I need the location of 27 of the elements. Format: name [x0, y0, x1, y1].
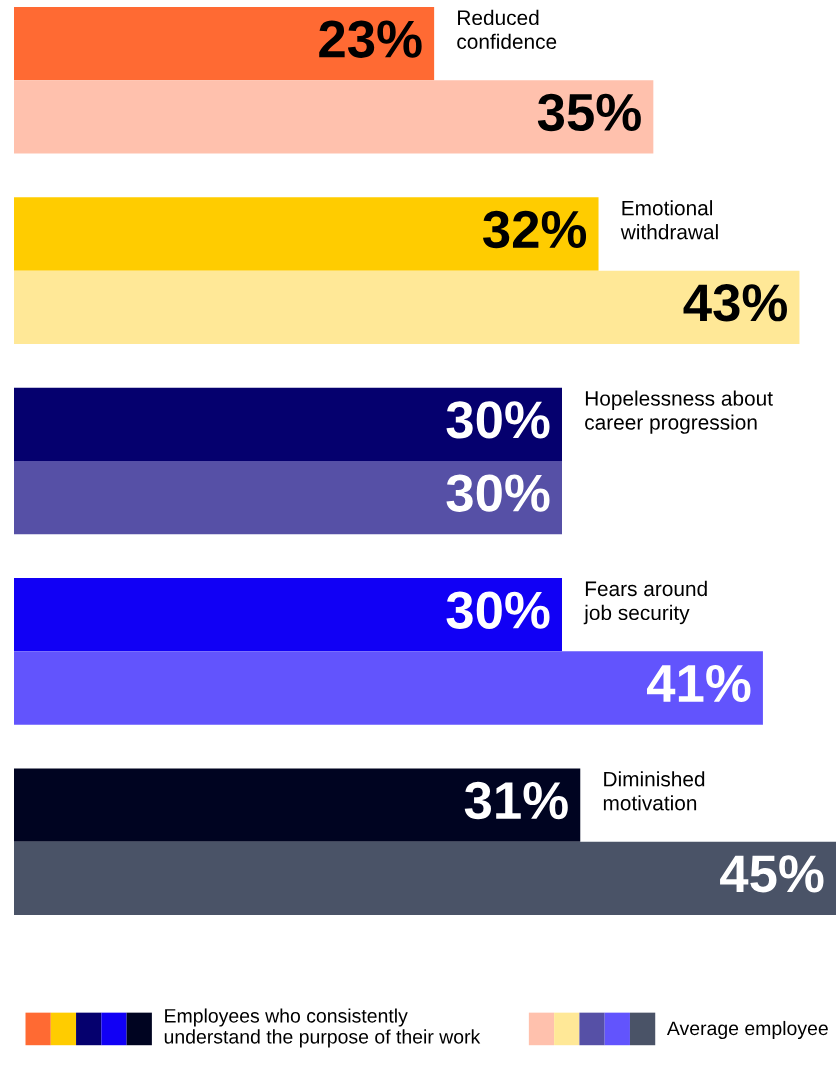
bar [14, 841, 836, 915]
y-tick-label: Fears around job security [583, 580, 707, 625]
bar [14, 461, 562, 535]
bar [14, 270, 800, 344]
legend-label: Employees who consistently understand the purpose of their work [164, 1008, 481, 1048]
y-tick-label: Emotional withdrawal [620, 200, 718, 240]
data-label: 23% [319, 20, 422, 58]
data-label: 41% [646, 664, 751, 703]
legend-label: Average employee [666, 1020, 828, 1040]
data-label: 43% [683, 284, 787, 322]
bar [14, 578, 562, 652]
data-label: 31% [464, 781, 568, 820]
bar [14, 651, 763, 725]
bar [14, 197, 599, 271]
data-label: 30% [446, 401, 550, 439]
y-tick-label: Reduced confidence [457, 9, 557, 50]
data-label: 32% [483, 210, 587, 249]
data-label: 30% [446, 474, 550, 512]
bar [14, 7, 435, 81]
data-label: 30% [446, 591, 550, 629]
bar [14, 80, 654, 154]
bar [14, 768, 581, 842]
y-tick-label: Hopelessness about career progression [585, 390, 773, 434]
y-tick-label: Diminished motivation [603, 771, 705, 811]
bar [14, 387, 562, 461]
data-label: 35% [537, 93, 641, 132]
data-label: 45% [720, 855, 824, 893]
